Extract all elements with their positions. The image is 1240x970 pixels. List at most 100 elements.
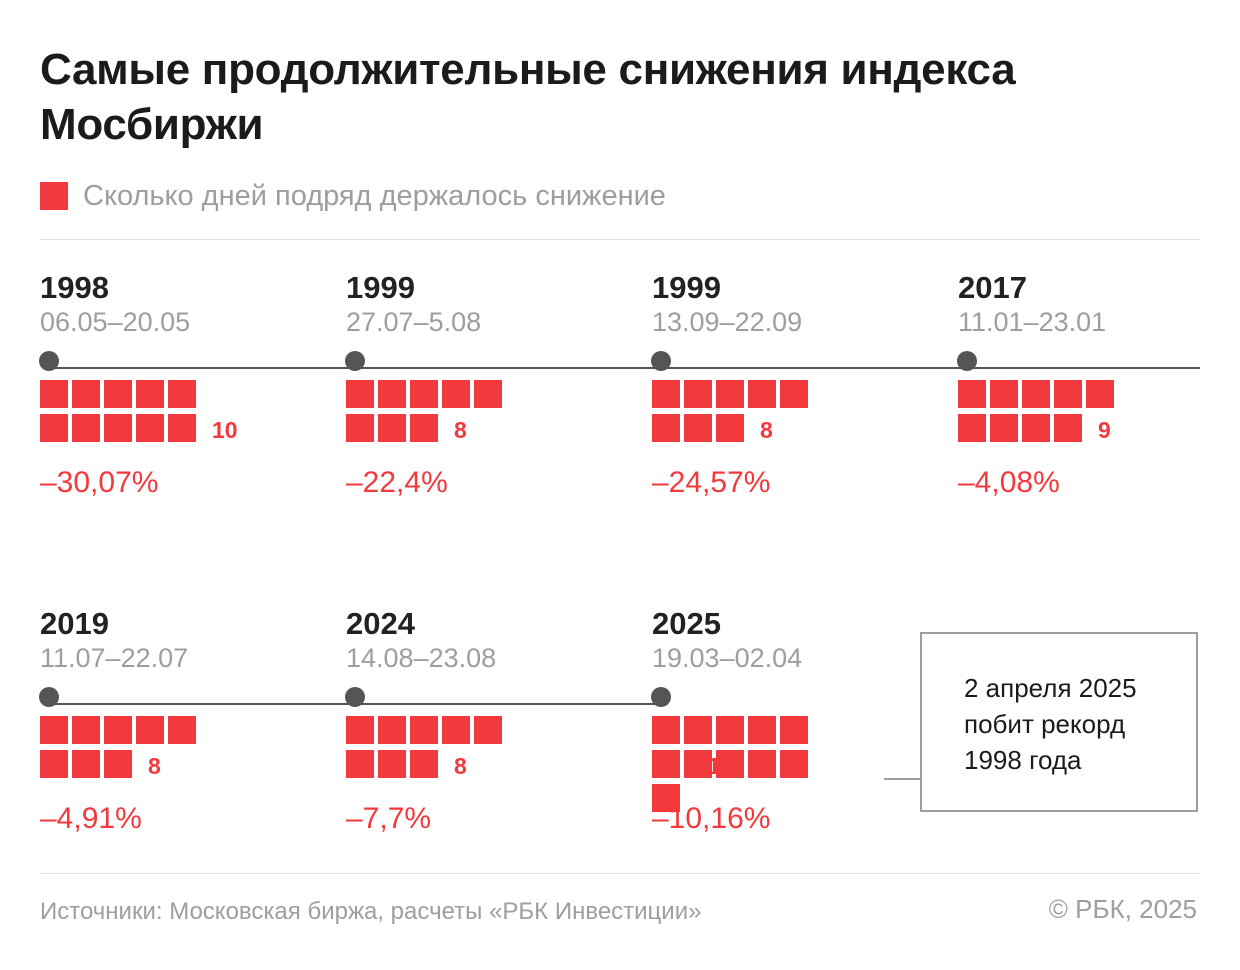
day-square: [168, 380, 196, 408]
record-annotation-text: 2 апреля 2025 побит рекорд 1998 года: [964, 673, 1137, 775]
bottom-divider: [40, 873, 1200, 874]
entry-year: 1999: [346, 270, 415, 305]
index-change: –30,07%: [40, 466, 159, 499]
day-square: [652, 716, 680, 744]
day-square: [378, 716, 406, 744]
day-square: [716, 414, 744, 442]
index-change: –4,91%: [40, 802, 142, 835]
day-squares: [958, 380, 1240, 446]
entry-year: 1999: [652, 270, 721, 305]
day-square: [958, 414, 986, 442]
entry-dates: 13.09–22.09: [652, 307, 803, 337]
day-square: [104, 380, 132, 408]
entry-1998: 1998 06.05–20.05 10 –30,07%: [39, 270, 340, 520]
days-count: 8: [148, 753, 161, 779]
chart-title: Самые продолжительные снижения индекса М…: [40, 45, 1016, 149]
day-square: [72, 414, 100, 442]
day-square: [346, 414, 374, 442]
days-count: 10: [212, 417, 238, 443]
day-square: [748, 380, 776, 408]
day-square: [474, 716, 502, 744]
day-square: [652, 380, 680, 408]
day-square: [652, 414, 680, 442]
day-square: [442, 716, 470, 744]
day-squares: [40, 716, 340, 782]
days-count: 8: [454, 417, 467, 443]
source-note: Источники: Московская биржа, расчеты «РБ…: [40, 898, 702, 925]
timeline-dot: [651, 687, 671, 707]
top-divider: [40, 239, 1200, 240]
day-square: [684, 716, 712, 744]
day-square: [716, 380, 744, 408]
day-square: [716, 716, 744, 744]
annotation-connector: [884, 778, 920, 780]
day-square: [346, 750, 374, 778]
index-change: –22,4%: [346, 466, 448, 499]
day-square: [378, 414, 406, 442]
timeline-dot: [651, 351, 671, 371]
timeline-row-1: [50, 367, 1200, 369]
day-square: [684, 750, 712, 778]
entry-dates: 19.03–02.04: [652, 643, 803, 673]
days-count: 9: [1098, 417, 1111, 443]
day-square: [72, 716, 100, 744]
day-square: [474, 380, 502, 408]
day-square: [780, 750, 808, 778]
legend-swatch: [40, 182, 68, 210]
entry-dates: 14.08–23.08: [346, 643, 497, 673]
day-square: [136, 414, 164, 442]
entry-2025: 2025 19.03–02.04 11 –10,16%: [651, 606, 892, 856]
copyright: © РБК, 2025: [1048, 894, 1197, 924]
day-square: [410, 380, 438, 408]
entry-2024: 2024 14.08–23.08 8 –7,7%: [345, 606, 646, 856]
entry-1999-b: 1999 13.09–22.09 8 –24,57%: [651, 270, 952, 520]
entry-year: 2019: [40, 606, 109, 641]
day-square: [748, 716, 776, 744]
day-square: [346, 380, 374, 408]
day-square: [168, 716, 196, 744]
day-square: [72, 750, 100, 778]
day-square: [1054, 380, 1082, 408]
day-square: [1022, 380, 1050, 408]
index-change: –7,7%: [346, 802, 432, 835]
days-count: 11: [696, 753, 721, 779]
day-square: [652, 784, 680, 812]
day-square: [378, 380, 406, 408]
day-square: [410, 750, 438, 778]
day-square: [40, 716, 68, 744]
entry-2017: 2017 11.01–23.01 9 –4,08%: [957, 270, 1198, 520]
day-square: [40, 414, 68, 442]
day-square: [780, 380, 808, 408]
record-annotation: 2 апреля 2025 побит рекорд 1998 года: [920, 632, 1198, 812]
day-square: [72, 380, 100, 408]
index-change: –4,08%: [958, 466, 1060, 499]
day-square: [136, 716, 164, 744]
timeline-dot: [39, 687, 59, 707]
entry-year: 2025: [652, 606, 721, 641]
day-square: [990, 380, 1018, 408]
day-squares: [40, 380, 340, 446]
day-square: [748, 750, 776, 778]
day-square: [378, 750, 406, 778]
timeline-dot: [957, 351, 977, 371]
day-square: [990, 414, 1018, 442]
day-square: [104, 716, 132, 744]
day-squares: [346, 716, 646, 782]
days-count: 8: [454, 753, 467, 779]
days-count: 8: [760, 417, 773, 443]
day-square: [410, 414, 438, 442]
entry-year: 1998: [40, 270, 109, 305]
day-square: [40, 750, 68, 778]
entry-2019: 2019 11.07–22.07 8 –4,91%: [39, 606, 340, 856]
day-square: [136, 380, 164, 408]
day-square: [716, 750, 744, 778]
day-square: [104, 750, 132, 778]
day-square: [652, 750, 680, 778]
day-square: [104, 414, 132, 442]
day-square: [684, 414, 712, 442]
day-square: [410, 716, 438, 744]
entry-dates: 27.07–5.08: [346, 307, 482, 337]
day-squares: [652, 380, 952, 446]
entry-year: 2017: [958, 270, 1027, 305]
index-change: –24,57%: [652, 466, 771, 499]
